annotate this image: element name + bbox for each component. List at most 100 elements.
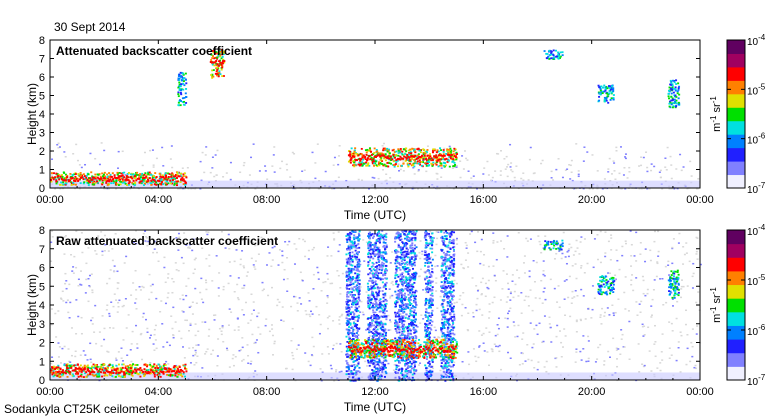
speckle-cell [695,250,698,253]
speckle-cell [409,294,412,296]
feature-cell [211,50,214,52]
feature-core-cell [152,371,155,374]
feature-cell [91,373,94,376]
speckle-cell [668,321,671,323]
speckle-cell [326,296,329,299]
feature-cell [353,335,356,338]
speckle-cell [664,166,667,168]
feature-cell [359,163,362,166]
feature-cell [547,55,550,58]
feature-cell [608,92,611,95]
speckle-cell [458,298,461,301]
feature-core-cell [414,154,417,157]
feature-cell [183,375,186,378]
feature-cell [385,245,388,248]
feature-core-cell [446,153,449,156]
feature-core-cell [209,61,212,64]
speckle-cell [91,323,94,325]
feature-cell [675,83,678,85]
feature-cell [164,172,167,175]
speckle-cell [341,313,344,316]
feature-cell [345,335,348,338]
speckle-cell [206,348,209,350]
feature-cell [134,176,137,179]
feature-core-cell [91,370,94,373]
feature-cell [51,368,54,371]
feature-core-cell [62,371,65,374]
feature-cell [356,273,359,275]
feature-cell [77,375,80,378]
feature-cell [367,243,370,246]
feature-core-cell [166,370,169,373]
feature-core-cell [185,370,188,373]
speckle-cell [670,292,673,294]
speckle-cell [691,345,694,348]
feature-cell [55,182,58,185]
feature-cell [162,372,165,375]
feature-core-cell [93,371,96,374]
colorbar-segment [727,134,745,149]
feature-cell [165,174,168,177]
feature-cell [421,161,424,164]
colorbar-segment [727,66,745,81]
feature-cell [181,179,184,182]
feature-cell [367,273,370,276]
speckle-cell [516,269,519,271]
feature-core-cell [97,177,100,180]
speckle-cell [610,237,613,239]
feature-cell [211,69,214,72]
speckle-cell [470,230,473,233]
speckle-cell [483,350,486,352]
feature-cell [131,369,134,372]
feature-core-cell [174,372,177,375]
feature-core-cell [82,178,85,181]
speckle-cell [417,170,420,172]
speckle-cell [487,287,490,290]
feature-cell [433,149,436,152]
feature-cell [109,373,112,376]
speckle-cell [310,354,313,356]
speckle-cell [263,288,266,290]
feature-cell [346,241,349,243]
speckle-cell [278,301,281,303]
feature-cell [348,275,351,278]
speckle-cell [145,235,148,238]
speckle-cell [607,168,610,170]
feature-cell [674,105,677,108]
feature-cell [376,165,379,168]
feature-cell [354,279,357,282]
feature-cell [359,161,362,164]
feature-cell [346,303,349,306]
speckle-cell [585,360,588,363]
feature-cell [221,62,224,65]
feature-core-cell [66,367,69,370]
feature-cell [346,300,349,303]
feature-cell [149,173,152,176]
speckle-cell [430,256,433,259]
speckle-cell [135,324,138,327]
speckle-cell [471,277,474,279]
feature-cell [74,173,77,175]
feature-cell [364,149,367,152]
feature-cell [383,251,386,254]
speckle-cell [611,304,614,306]
feature-core-cell [102,371,105,374]
speckle-cell [448,145,451,148]
speckle-cell [563,280,566,282]
feature-cell [135,369,138,372]
feature-cell [358,288,361,291]
feature-cell [371,344,374,347]
feature-cell [352,360,355,363]
speckle-cell [565,278,568,281]
feature-cell [373,324,376,327]
feature-cell [127,176,130,179]
speckle-cell [61,347,64,350]
feature-cell [177,95,180,98]
feature-cell [372,250,375,253]
feature-cell [346,259,349,262]
feature-cell [97,174,100,176]
feature-cell [223,50,226,53]
feature-cell [350,271,353,274]
feature-cell [87,368,90,370]
feature-cell [352,311,355,314]
